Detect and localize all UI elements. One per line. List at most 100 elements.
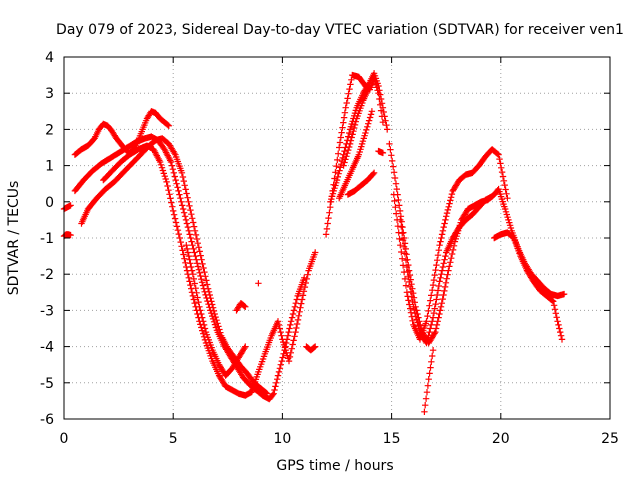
data-point [425,376,432,383]
data-point [191,300,198,307]
data-point [183,190,190,197]
data-point [404,268,411,276]
x-tick-label: 5 [169,431,178,447]
data-point [498,168,506,176]
data-point [407,288,415,295]
data-point [431,271,438,279]
data-point [384,126,391,133]
y-tick-label: 2 [45,122,54,138]
data-point [189,292,197,300]
satellite-track-6 [100,142,319,399]
data-point [425,307,432,315]
data-point [335,150,342,157]
data-point [429,287,436,294]
satellite-track-1 [60,231,74,240]
data-point [441,283,449,291]
data-point [424,336,431,343]
y-tick-labels: -6 -5 -4 -3 -2 -1 0 1 2 3 4 [40,50,54,428]
data-point [323,225,331,233]
satellite-track-14 [340,82,373,169]
data-point [263,389,270,397]
data-point [329,190,337,197]
data-point [365,120,372,127]
data-point [340,119,347,126]
data-point [341,109,349,116]
data-point [177,195,184,202]
data-point [339,124,346,131]
data-point [370,170,377,178]
data-point [160,170,167,177]
data-point [412,313,420,320]
data-point [199,260,206,268]
y-tick-label: -3 [40,303,54,319]
data-point [410,303,417,310]
data-point [216,326,223,333]
satellite-track-20 [421,347,437,415]
data-point [206,291,213,299]
data-point [171,173,178,180]
data-point [269,391,276,398]
data-point [436,310,443,318]
data-point [285,357,293,365]
data-point [421,408,428,415]
data-point [397,242,404,249]
data-point [408,293,415,300]
data-point [443,213,450,220]
data-point [284,332,292,339]
data-point [341,159,348,166]
data-point [176,191,183,198]
data-point [441,256,448,263]
data-point [414,319,421,326]
data-point [176,234,183,242]
satellite-track-15 [344,169,378,198]
satellite-track-12 [327,70,391,205]
data-point [434,252,442,259]
data-point [444,206,451,214]
data-point [203,277,210,284]
data-point [362,129,369,137]
data-point [212,313,219,321]
x-tick-label: 10 [273,431,291,447]
satellite-track-3 [71,108,172,158]
data-point [196,269,203,276]
data-point [67,231,74,239]
data-point [350,128,357,135]
data-point [165,187,172,194]
data-point [187,234,194,242]
data-point [346,85,353,93]
data-point [200,321,208,329]
data-point [271,386,278,394]
data-point [194,294,201,301]
data-point [186,231,193,238]
data-point [300,288,308,295]
data-point [448,190,456,198]
data-point [209,304,217,311]
data-point [343,153,350,160]
data-point [390,163,397,170]
data-point [504,195,511,202]
data-point [170,169,177,176]
data-point [383,121,390,129]
data-point [286,353,294,361]
data-point [396,235,403,243]
data-point [275,321,283,329]
data-point [161,173,168,180]
data-point [201,325,209,332]
x-tick-label: 20 [492,431,510,447]
data-point [168,162,176,169]
data-point [442,279,450,286]
data-point [197,252,204,259]
y-axis-label: SDTVAR / TECUs [6,181,22,296]
data-point [322,231,330,238]
data-point [278,357,285,365]
data-point [337,134,344,141]
data-point [290,337,297,344]
data-point [344,95,351,102]
data-point [180,251,187,258]
y-tick-label: -5 [40,376,54,392]
data-point [388,152,395,159]
data-point [502,186,509,193]
data-point [241,302,248,310]
data-point [179,173,187,181]
data-point [210,307,218,315]
